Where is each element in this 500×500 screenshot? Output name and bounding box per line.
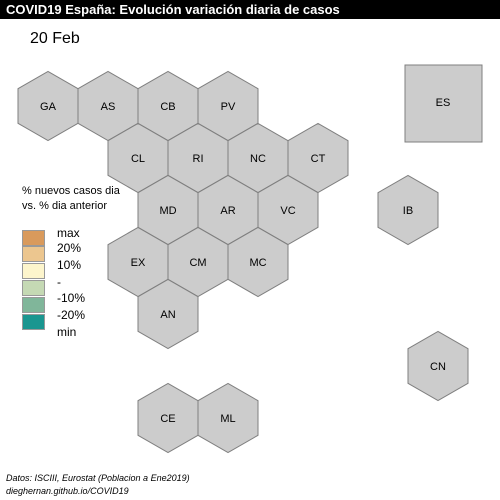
hex-label: PV	[221, 101, 236, 113]
legend-label-zero: -	[57, 275, 61, 289]
hex-region-ml: ML	[197, 382, 259, 454]
hex-label: CE	[160, 413, 175, 425]
legend-swatch-10	[22, 263, 45, 279]
legend-label-10: 10%	[57, 258, 82, 272]
es-box: ES	[404, 64, 483, 143]
hex-shape	[137, 278, 199, 350]
legend-label-max: max	[57, 226, 80, 240]
hex-region-an: AN	[137, 278, 199, 350]
legend-swatch-minus20	[22, 314, 45, 330]
hex-region-ib: IB	[377, 174, 439, 246]
credit-line: dieghernan.github.io/COVID19	[6, 486, 129, 496]
hex-label: MC	[249, 257, 266, 269]
page-title: COVID19 España: Evolución variación diar…	[0, 0, 500, 19]
hex-label: IB	[403, 205, 413, 217]
legend-swatch-max	[22, 230, 45, 246]
legend-label-20: 20%	[57, 241, 82, 255]
hex-label: GA	[40, 101, 57, 113]
hex-shape	[407, 330, 469, 402]
es-label: ES	[436, 97, 451, 109]
hex-shape	[197, 382, 259, 454]
legend-label-minus10: -10%	[57, 291, 86, 305]
hex-shape	[377, 174, 439, 246]
es-rect	[404, 64, 483, 143]
hex-region-ce: CE	[137, 382, 199, 454]
hex-region-mc: MC	[227, 226, 289, 298]
date-label: 20 Feb	[30, 30, 80, 47]
legend-title: % nuevos casos dia vs. % dia anterior	[22, 184, 120, 214]
hex-label: VC	[280, 205, 295, 217]
hex-region-ct: CT	[287, 122, 349, 194]
source-line: Datos: ISCIII, Eurostat (Poblacion a Ene…	[6, 473, 190, 483]
hex-region-cn: CN	[407, 330, 469, 402]
hex-label: CT	[311, 153, 326, 165]
hex-label: AR	[220, 205, 235, 217]
hex-label: ML	[220, 413, 235, 425]
hex-shape	[227, 226, 289, 298]
legend-swatch-20	[22, 246, 45, 262]
hex-region-ga: GA	[17, 70, 79, 142]
hex-label: CM	[189, 257, 206, 269]
hex-label: CN	[430, 361, 446, 373]
hex-label: RI	[193, 153, 204, 165]
hex-label: AN	[160, 309, 175, 321]
legend-swatch-minus10	[22, 297, 45, 313]
legend-label-min: min	[57, 325, 77, 339]
hex-label: CL	[131, 153, 145, 165]
hex-label: EX	[131, 257, 146, 269]
legend-title-line2: vs. % dia anterior	[22, 200, 107, 212]
legend-label-minus20: -20%	[57, 308, 86, 322]
legend-swatch-zero	[22, 280, 45, 296]
legend-title-line1: % nuevos casos dia	[22, 185, 120, 197]
source-footer: Datos: ISCIII, Eurostat (Poblacion a Ene…	[6, 472, 190, 498]
hex-label: AS	[101, 101, 116, 113]
hex-label: MD	[159, 205, 176, 217]
hex-label: CB	[160, 101, 175, 113]
hex-region-nc: NC	[227, 122, 289, 194]
hex-label: NC	[250, 153, 266, 165]
